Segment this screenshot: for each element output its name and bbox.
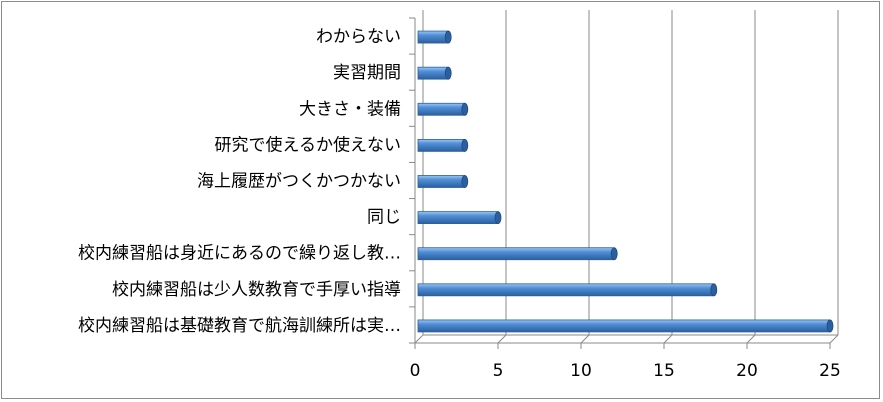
bar — [417, 247, 618, 261]
axes — [409, 10, 838, 349]
category-labels: わからない実習期間大きさ・装備研究で使えるか使えない海上履歴がつくかつかない同じ… — [78, 27, 401, 336]
bar-body — [417, 175, 466, 188]
bar-cap — [444, 66, 452, 80]
x-tick-label: 0 — [410, 361, 421, 381]
x-tick-label: 15 — [653, 361, 675, 381]
category-label: 校内練習船は少人数教育で手厚い指導 — [112, 280, 401, 300]
bar-cap — [710, 283, 718, 297]
bar-body — [417, 211, 499, 225]
bar — [417, 138, 469, 152]
bar — [417, 175, 469, 188]
bar-cap — [494, 211, 502, 225]
gridlines — [414, 10, 839, 344]
category-label: 研究で使えるか使えない — [215, 134, 402, 155]
bar-cap — [461, 102, 469, 116]
bar — [417, 319, 834, 333]
gridline-floor-10 — [580, 334, 590, 344]
gridline-floor-0 — [414, 334, 424, 344]
bar-body — [417, 102, 466, 116]
bar-body — [417, 319, 831, 333]
bar-cap — [444, 30, 452, 44]
category-label: 実習期間 — [333, 63, 401, 83]
bar-cap — [610, 247, 618, 261]
gridline-floor-25 — [829, 334, 839, 344]
bar-body — [417, 66, 449, 80]
category-label: 同じ — [367, 208, 401, 228]
bar-cap — [826, 319, 834, 333]
category-label: わからない — [316, 27, 401, 47]
bars — [417, 30, 834, 333]
bar-body — [417, 283, 715, 297]
category-label: 大きさ・装備 — [299, 99, 401, 119]
bar — [417, 66, 452, 80]
gridline-floor-20 — [746, 334, 756, 344]
bar — [417, 102, 469, 116]
x-tick-label: 5 — [493, 361, 504, 381]
bar-body — [417, 138, 466, 152]
category-label: 海上履歴がつくかつかない — [197, 172, 401, 192]
category-label: 校内練習船は身近にあるので繰り返し教… — [78, 244, 401, 264]
bar-body — [417, 247, 615, 261]
bar — [417, 211, 502, 225]
x-tick-label: 25 — [819, 361, 841, 381]
gridline-floor-5 — [497, 334, 507, 344]
gridline-floor-15 — [663, 334, 673, 344]
bar-cap — [461, 175, 469, 188]
bar-body — [417, 30, 449, 44]
x-tick-label: 20 — [736, 361, 758, 381]
x-tick-labels: 0 5 10 15 20 25 — [410, 361, 841, 381]
bar-cap — [461, 138, 469, 152]
bar — [417, 30, 452, 44]
bar — [417, 283, 718, 297]
x-tick-label: 10 — [570, 361, 592, 381]
category-label: 校内練習船は基礎教育で航海訓練所は実… — [78, 316, 401, 336]
